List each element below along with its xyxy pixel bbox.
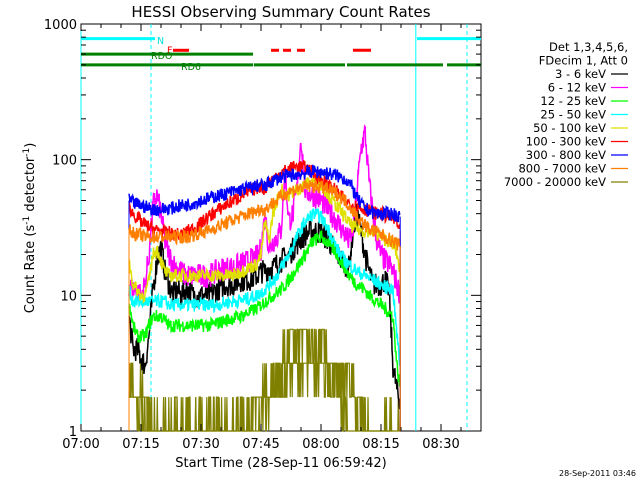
series-line bbox=[128, 175, 401, 305]
y-axis-label-part: Count Rate (s bbox=[23, 225, 38, 314]
legend-header: Det 1,3,4,5,6, bbox=[549, 40, 628, 54]
x-tick-label: 07:00 bbox=[62, 437, 99, 452]
x-tick-label: 07:15 bbox=[122, 437, 159, 452]
legend-entry: 800 - 7000 keV bbox=[518, 162, 606, 176]
flag-label: RDO bbox=[151, 51, 172, 62]
x-tick-label: 07:30 bbox=[182, 437, 219, 452]
series-line bbox=[128, 208, 401, 366]
y-tick-label: 1000 bbox=[44, 18, 77, 33]
series-line bbox=[128, 179, 400, 251]
y-tick-label: 100 bbox=[52, 154, 77, 169]
series-line bbox=[128, 124, 401, 304]
flag-label: F bbox=[167, 45, 172, 56]
y-axis-label-sup2: -1 bbox=[22, 148, 32, 157]
x-axis: 07:00 07:15 07:30 07:45 08:00 08:15 08:30 bbox=[62, 24, 482, 452]
y-axis-label: Count Rate (s-1 detector-1) bbox=[22, 143, 38, 314]
legend-entry: 25 - 50 keV bbox=[540, 108, 606, 122]
y-axis: 1 10 100 1000 bbox=[44, 18, 481, 440]
flag-label: N bbox=[157, 36, 164, 47]
legend: Det 1,3,4,5,6,FDecim 1, Att 03 - 6 keV6 … bbox=[504, 40, 628, 189]
chart-title: HESSI Observing Summary Count Rates bbox=[131, 3, 430, 21]
x-tick-label: 08:30 bbox=[422, 437, 459, 452]
y-axis-label-end: ) bbox=[23, 143, 38, 148]
legend-entry: 100 - 300 keV bbox=[526, 135, 606, 149]
flag-label: RD6 bbox=[181, 62, 201, 73]
series-line bbox=[128, 203, 401, 410]
legend-entry: 6 - 12 keV bbox=[548, 81, 606, 95]
x-tick-label: 08:00 bbox=[302, 437, 339, 452]
legend-entry: 300 - 800 keV bbox=[526, 148, 606, 162]
x-axis-label: Start Time (28-Sep-11 06:59:42) bbox=[175, 456, 386, 471]
x-tick-label: 08:15 bbox=[362, 437, 399, 452]
series-line bbox=[128, 164, 401, 223]
series-layer bbox=[128, 124, 401, 432]
y-tick-label: 10 bbox=[60, 289, 77, 304]
y-axis-label-sup: -1 bbox=[22, 216, 32, 225]
legend-entry: 7000 - 20000 keV bbox=[504, 175, 606, 189]
x-tick-label: 07:45 bbox=[242, 437, 279, 452]
y-axis-label-mid: detector bbox=[23, 156, 38, 216]
legend-entry: 50 - 100 keV bbox=[533, 121, 606, 135]
y-tick-label: 1 bbox=[69, 425, 77, 440]
legend-header: FDecim 1, Att 0 bbox=[539, 54, 628, 68]
series-line bbox=[128, 230, 401, 387]
legend-entry: 3 - 6 keV bbox=[555, 67, 606, 81]
legend-entry: 12 - 25 keV bbox=[540, 94, 606, 108]
timestamp: 28-Sep-2011 03:46 bbox=[559, 469, 636, 478]
